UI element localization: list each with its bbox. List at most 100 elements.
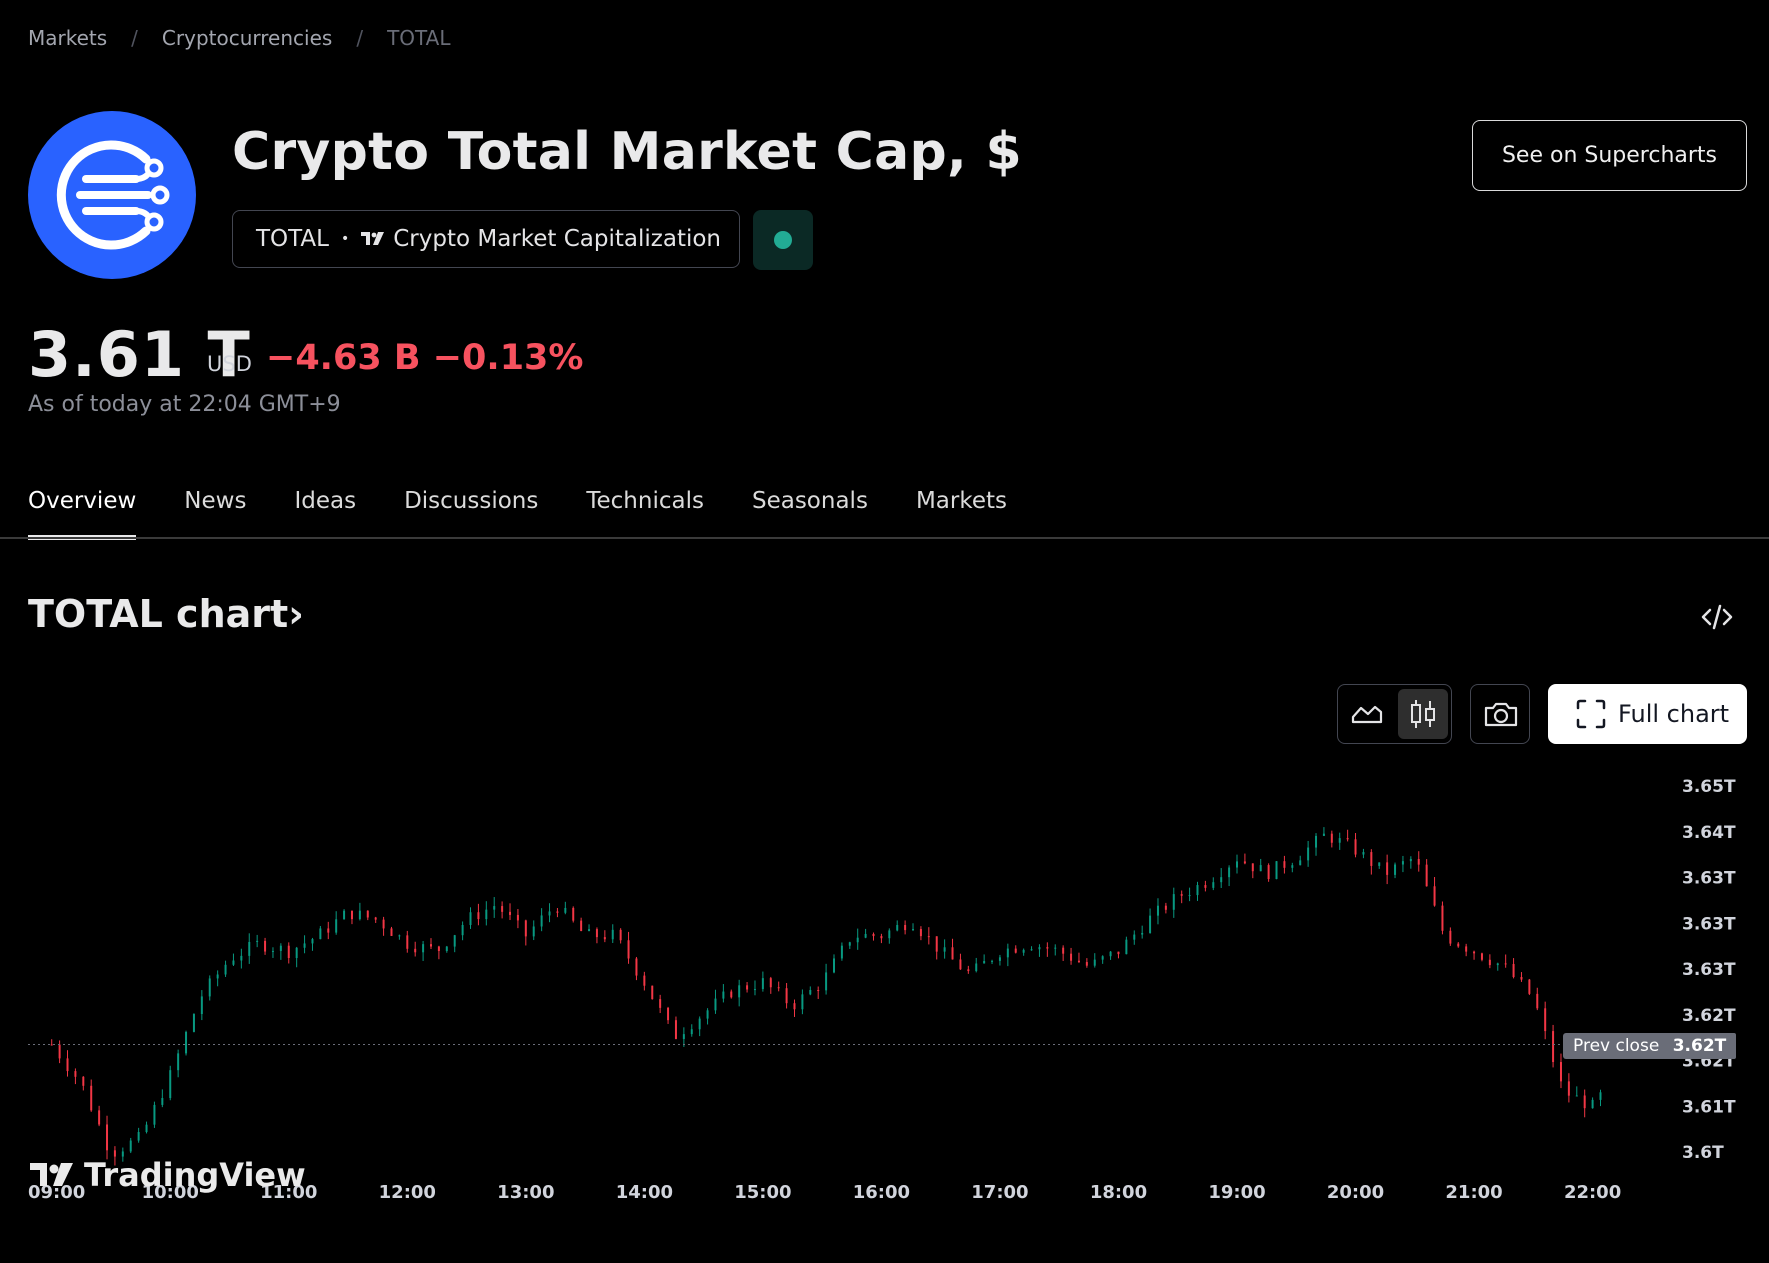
candle-up (1236, 861, 1238, 868)
x-tick-label: 11:00 (260, 1182, 317, 1203)
candle-up (224, 964, 227, 975)
price-chart[interactable]: 3.65T 3.64T 3.63T 3.63T 3.63T 3.62T 3.62T 3.61T… (0, 760, 1769, 1230)
candle-down (501, 906, 504, 912)
candle-down (1046, 947, 1049, 949)
candle-down (106, 1124, 109, 1151)
x-tick-label: 14:00 (616, 1182, 673, 1203)
candle-up (129, 1140, 132, 1152)
candle-down (1552, 1031, 1555, 1063)
tab-markets[interactable]: Markets (915, 488, 1007, 514)
candle-up (682, 1034, 685, 1039)
candle-up (469, 912, 472, 925)
candle-up (983, 961, 986, 964)
candle-up (461, 924, 464, 936)
candle-down (793, 1003, 796, 1010)
full-chart-button[interactable]: Full chart (1548, 684, 1747, 744)
candle-up (991, 960, 994, 962)
chart-heading-link[interactable]: TOTAL chart› (28, 592, 304, 636)
candle-up (1188, 895, 1191, 897)
candle-up (1125, 939, 1128, 955)
candle-down (50, 1044, 53, 1046)
area-chart-button[interactable] (1342, 689, 1392, 739)
tab-news[interactable]: News (184, 488, 247, 514)
candle-up (169, 1070, 172, 1099)
x-tick-label: 15:00 (734, 1182, 791, 1203)
candle-down (1346, 838, 1349, 840)
ticker-label: TOTAL (256, 226, 329, 252)
candle-down (927, 936, 930, 938)
candle-down (785, 988, 788, 1004)
candle-down (635, 958, 638, 976)
see-on-supercharts-button[interactable]: See on Supercharts (1472, 120, 1747, 191)
x-tick-label: 17:00 (971, 1182, 1028, 1203)
candle-down (382, 919, 385, 929)
candle-up (493, 906, 496, 910)
candles-chart-button[interactable] (1398, 689, 1448, 739)
candle-up (1591, 1099, 1594, 1109)
tab-bar: Overview News Ideas Discussions Technica… (28, 488, 1055, 540)
candle-up (722, 991, 725, 999)
candle-up (1394, 864, 1397, 875)
candle-up (1575, 1095, 1578, 1097)
breadcrumb-cryptocurrencies[interactable]: Cryptocurrencies (161, 26, 333, 50)
candle-down (66, 1058, 69, 1072)
tab-technicals[interactable]: Technicals (586, 488, 704, 514)
candle-up (825, 972, 828, 991)
snapshot-button[interactable] (1470, 684, 1530, 744)
candle-up (698, 1018, 701, 1030)
candle-up (485, 909, 488, 920)
prev-close-label: Prev close (1563, 1033, 1670, 1059)
x-tick-label: 18:00 (1090, 1182, 1147, 1203)
embed-code-button[interactable] (1700, 600, 1734, 634)
x-tick-label: 09:00 (28, 1182, 85, 1203)
tab-discussions[interactable]: Discussions (404, 488, 539, 514)
candle-up (445, 946, 448, 952)
candle-down (1283, 861, 1286, 868)
tradingview-watermark[interactable]: TradingView (30, 1156, 306, 1194)
candle-down (264, 940, 267, 952)
market-status-indicator[interactable] (753, 210, 813, 270)
candle-up (153, 1104, 156, 1125)
candle-up (1307, 847, 1310, 861)
candle-up (1259, 865, 1262, 872)
candle-down (1417, 858, 1420, 865)
candle-down (430, 944, 432, 947)
candle-down (580, 920, 583, 932)
candle-up (809, 990, 812, 995)
candle-down (327, 928, 330, 933)
candle-up (161, 1098, 164, 1105)
candle-up (1172, 894, 1175, 910)
area-chart-icon (1351, 705, 1383, 724)
candle-down (1014, 948, 1017, 953)
candle-down (414, 948, 417, 953)
candle-up (208, 978, 211, 997)
candle-down (1559, 1062, 1562, 1082)
prev-close-value: 3.62T (1663, 1033, 1736, 1059)
candle-down (967, 969, 970, 972)
candles-layer (50, 827, 1602, 1166)
candle-down (1267, 865, 1270, 880)
candle-up (998, 957, 1001, 961)
candle-down (904, 925, 907, 931)
candle-down (769, 978, 772, 988)
candle-up (1038, 947, 1041, 950)
breadcrumb-markets[interactable]: Markets (28, 26, 108, 50)
candle-down (1583, 1095, 1586, 1109)
tradingview-wordmark: TradingView (84, 1156, 306, 1194)
tab-ideas[interactable]: Ideas (294, 488, 357, 514)
candle-down (817, 990, 820, 992)
x-axis: 09:00 10:00 11:00 12:00 13:00 14:00 15:00 16:00… (28, 1182, 1621, 1203)
candle-down (1330, 833, 1333, 843)
tab-seasonals[interactable]: Seasonals (751, 488, 868, 514)
crypto-network-icon (56, 140, 170, 250)
tab-overview[interactable]: Overview (28, 488, 137, 540)
code-icon (1701, 604, 1733, 630)
candle-up (303, 943, 306, 948)
symbol-chip[interactable]: TOTAL • Crypto Market Capitalization (232, 210, 740, 268)
candle-up (943, 947, 946, 952)
candle-down (1457, 943, 1460, 947)
candle-down (82, 1076, 85, 1086)
candle-up (240, 955, 243, 961)
candle-down (1164, 905, 1167, 910)
